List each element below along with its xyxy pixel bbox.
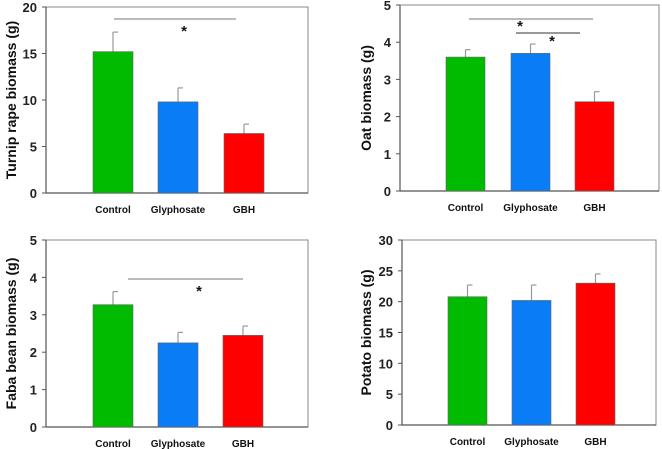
y-axis-label: Potato biomass (g) <box>358 269 374 395</box>
bar-glyphosate <box>511 300 552 426</box>
x-tick-label: Control <box>95 439 131 449</box>
panel-1: 0 5 10 15 20 Turnip rape biomass (g) Control Gl… <box>3 0 309 216</box>
bar-gbh <box>574 101 615 192</box>
x-tick-label: Glyphosate <box>504 437 559 448</box>
y-tick-label: 3 <box>384 72 391 87</box>
y-tick-label: 25 <box>379 264 393 279</box>
panel-4: 0 5 10 15 20 25 30 Potato biomass (g) Control Gly… <box>358 233 657 448</box>
bar-glyphosate <box>157 101 199 194</box>
x-tick-label: Glyphosate <box>503 203 558 214</box>
y-tick-label: 20 <box>379 295 393 310</box>
y-tick-label: 0 <box>384 184 391 199</box>
y-tick-label: 4 <box>384 35 392 50</box>
panel-3: 0 1 2 3 4 5 Faba bean biomass (g) Control Glypho… <box>3 233 309 449</box>
bar-glyphosate <box>157 342 199 428</box>
x-tick-label: Glyphosate <box>151 205 206 216</box>
significance-star: * <box>196 283 202 300</box>
bar-control <box>445 56 486 192</box>
y-tick-label: 0 <box>386 418 393 433</box>
x-tick-label: GBH <box>232 439 254 449</box>
significance-star: * <box>549 33 555 50</box>
y-tick-label: 15 <box>23 47 37 62</box>
y-tick-label: 30 <box>379 233 393 248</box>
y-tick-label: 10 <box>23 93 37 108</box>
x-tick-label: Glyphosate <box>151 439 206 449</box>
y-tick-label: 1 <box>384 147 391 162</box>
y-tick-label: 10 <box>379 356 393 371</box>
y-tick-label: 2 <box>30 345 37 360</box>
x-tick-label: Control <box>448 203 484 214</box>
bar-control <box>447 296 488 426</box>
bar-glyphosate <box>510 53 551 192</box>
bar-gbh <box>575 282 616 426</box>
y-tick-label: 0 <box>30 186 37 201</box>
significance-star: * <box>181 23 187 40</box>
y-tick-label: 1 <box>30 383 37 398</box>
y-tick-label: 2 <box>384 110 391 125</box>
y-tick-label: 0 <box>30 420 37 435</box>
x-tick-label: Control <box>450 437 486 448</box>
x-tick-label: Control <box>95 205 131 216</box>
significance-star: * <box>517 18 523 35</box>
y-tick-label: 15 <box>379 326 393 341</box>
y-tick-label: 4 <box>30 270 38 285</box>
y-tick-label: 20 <box>23 0 37 15</box>
x-tick-label: GBH <box>583 203 605 214</box>
x-tick-label: GBH <box>233 205 255 216</box>
y-tick-label: 5 <box>386 387 393 402</box>
bar-control <box>92 304 134 428</box>
y-axis-label: Faba bean biomass (g) <box>3 258 19 410</box>
y-axis-label: Turnip rape biomass (g) <box>3 21 19 179</box>
x-tick-label: GBH <box>584 437 606 448</box>
bar-gbh <box>222 335 264 428</box>
bar-gbh <box>223 133 265 194</box>
y-tick-label: 3 <box>30 308 37 323</box>
y-axis-label: Oat biomass (g) <box>358 45 374 151</box>
panel-2: 0 1 2 3 4 5 Oat biomass (g) Control Glyphosate GB… <box>358 0 660 214</box>
y-tick-label: 5 <box>30 140 37 155</box>
bar-control <box>92 51 134 194</box>
y-tick-label: 5 <box>30 233 37 248</box>
y-tick-label: 5 <box>384 0 391 13</box>
